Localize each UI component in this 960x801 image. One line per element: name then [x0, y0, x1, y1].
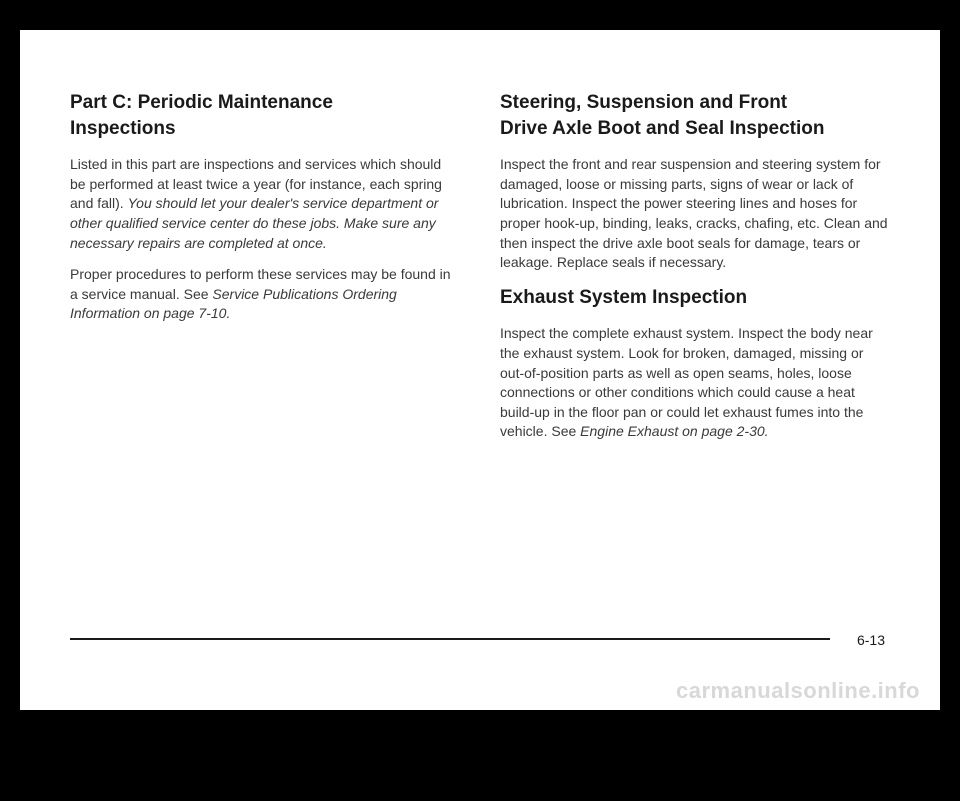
right-column: Steering, Suspension and Front Drive Axl…	[500, 90, 890, 454]
left-column: Part C: Periodic Maintenance Inspections…	[70, 90, 460, 454]
paragraph: Listed in this part are inspections and …	[70, 155, 460, 253]
italic-text: Engine Exhaust on page 2-30.	[580, 423, 768, 439]
heading-text: Part C: Periodic Maintenance	[70, 92, 333, 113]
paragraph: Inspect the complete exhaust system. Ins…	[500, 324, 890, 442]
content-columns: Part C: Periodic Maintenance Inspections…	[70, 90, 890, 454]
heading-text: Drive Axle Boot and Seal Inspection	[500, 118, 824, 139]
manual-page: Part C: Periodic Maintenance Inspections…	[20, 30, 940, 710]
paragraph: Proper procedures to perform these servi…	[70, 265, 460, 324]
paragraph: Inspect the front and rear suspension an…	[500, 155, 890, 273]
body-text: Inspect the front and rear suspension an…	[500, 156, 888, 270]
heading-text: Inspections	[70, 118, 176, 139]
heading-text: Exhaust System Inspection	[500, 287, 747, 308]
right-heading-1: Steering, Suspension and Front Drive Axl…	[500, 90, 890, 141]
watermark-text: carmanualsonline.info	[676, 678, 920, 704]
left-heading: Part C: Periodic Maintenance Inspections	[70, 90, 460, 141]
heading-text: Steering, Suspension and Front	[500, 92, 787, 113]
right-heading-2: Exhaust System Inspection	[500, 285, 890, 311]
footer-rule	[70, 638, 830, 640]
page-number: 6-13	[857, 632, 885, 648]
